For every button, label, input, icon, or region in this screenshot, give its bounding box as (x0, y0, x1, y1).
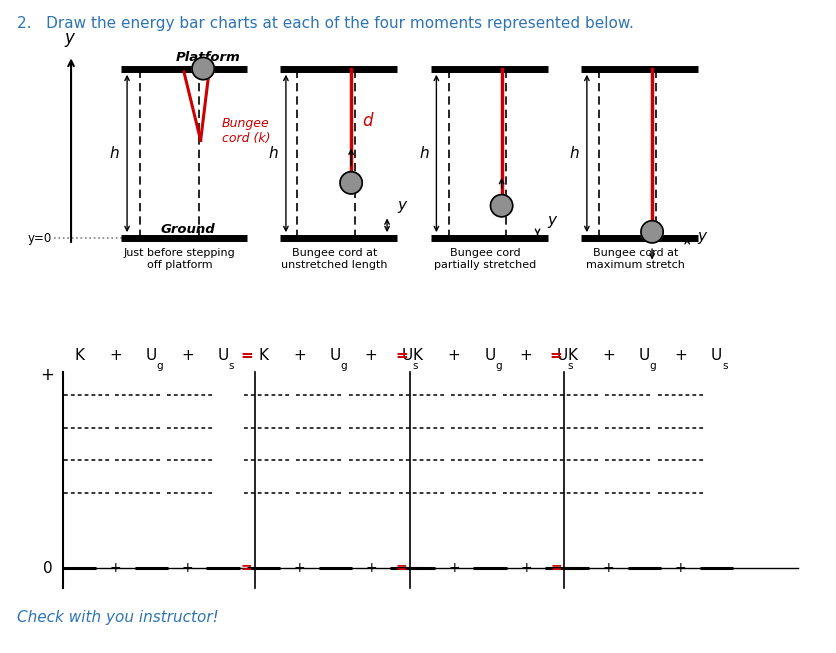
Text: g: g (495, 360, 502, 371)
Text: =: = (549, 349, 563, 363)
Text: +: + (293, 349, 306, 363)
Text: Check with you instructor!: Check with you instructor! (17, 610, 218, 624)
Text: U: U (145, 349, 157, 363)
Text: +: + (447, 349, 461, 363)
Text: +: + (520, 561, 532, 575)
Text: +: + (602, 349, 615, 363)
Text: =: = (550, 561, 562, 575)
Text: Platform: Platform (176, 51, 240, 64)
Ellipse shape (491, 195, 512, 217)
Text: +: + (365, 561, 377, 575)
Text: Bungee cord at
unstretched length: Bungee cord at unstretched length (281, 248, 388, 270)
Text: Just before stepping
off platform: Just before stepping off platform (124, 248, 236, 270)
Text: +: + (181, 561, 193, 575)
Text: +: + (109, 349, 122, 363)
Text: +: + (110, 561, 121, 575)
Text: U: U (217, 349, 229, 363)
Text: y: y (548, 214, 557, 228)
Text: y: y (697, 229, 706, 244)
Text: s: s (229, 360, 234, 371)
Text: U: U (556, 349, 568, 363)
Text: d: d (363, 112, 373, 130)
Text: h: h (110, 146, 120, 161)
Text: K: K (413, 349, 423, 363)
Text: 0: 0 (43, 561, 53, 575)
Text: s: s (413, 360, 418, 371)
Text: U: U (329, 349, 341, 363)
Ellipse shape (641, 221, 663, 243)
Text: +: + (181, 349, 194, 363)
Text: K: K (258, 349, 268, 363)
Text: +: + (674, 349, 687, 363)
Text: 2.   Draw the energy bar charts at each of the four moments represented below.: 2. Draw the energy bar charts at each of… (17, 16, 634, 31)
Text: K: K (568, 349, 578, 363)
Text: U: U (484, 349, 496, 363)
Text: y=0: y=0 (28, 232, 52, 245)
Text: =: = (395, 561, 407, 575)
Text: g: g (156, 360, 163, 371)
Text: Bungee cord at
maximum stretch: Bungee cord at maximum stretch (586, 248, 685, 270)
Text: h: h (419, 146, 429, 161)
Text: Bungee
cord (k): Bungee cord (k) (222, 117, 270, 144)
Text: s: s (568, 360, 573, 371)
Text: =: = (240, 349, 253, 363)
Text: Ground: Ground (161, 223, 215, 236)
Text: h: h (569, 146, 579, 161)
Text: y: y (64, 29, 74, 47)
Text: U: U (711, 349, 722, 363)
Text: U: U (639, 349, 650, 363)
Ellipse shape (192, 57, 214, 80)
Text: +: + (293, 561, 305, 575)
Text: Bungee cord
partially stretched: Bungee cord partially stretched (434, 248, 536, 270)
Text: +: + (603, 561, 614, 575)
Ellipse shape (340, 172, 362, 194)
Text: +: + (519, 349, 533, 363)
Text: +: + (448, 561, 460, 575)
Text: y: y (397, 199, 406, 213)
Text: +: + (41, 366, 54, 385)
Text: +: + (364, 349, 378, 363)
Text: +: + (675, 561, 686, 575)
Text: =: = (395, 349, 408, 363)
Text: =: = (241, 561, 252, 575)
Text: g: g (340, 360, 347, 371)
Text: s: s (722, 360, 727, 371)
Text: h: h (268, 146, 278, 161)
Text: K: K (74, 349, 84, 363)
Text: g: g (650, 360, 656, 371)
Text: U: U (401, 349, 413, 363)
